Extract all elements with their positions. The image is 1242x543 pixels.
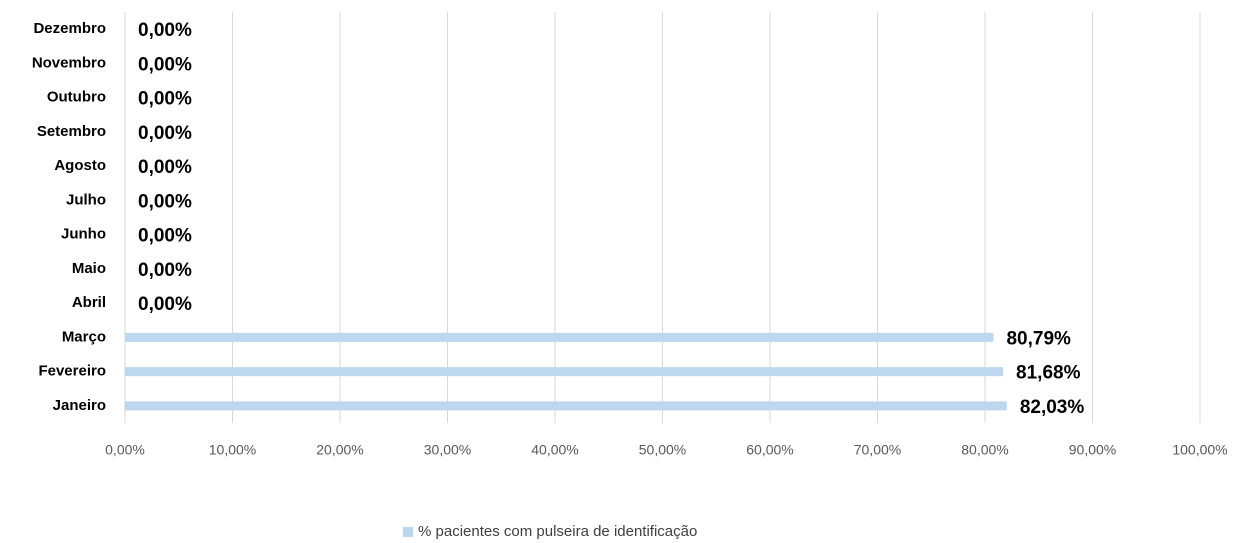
x-tick-label: 60,00% — [746, 442, 793, 458]
x-tick-label: 30,00% — [424, 442, 471, 458]
data-label: 0,00% — [138, 260, 192, 281]
data-label: 0,00% — [138, 191, 192, 212]
data-label: 0,00% — [138, 226, 192, 247]
x-tick-label: 90,00% — [1069, 442, 1116, 458]
x-tick-label: 0,00% — [105, 442, 145, 458]
x-tick-label: 100,00% — [1172, 442, 1227, 458]
bar — [125, 332, 994, 342]
y-tick-label: Maio — [72, 260, 106, 277]
data-label: 0,00% — [138, 157, 192, 178]
y-tick-label: Fevereiro — [38, 363, 106, 380]
y-tick-label: Abril — [72, 294, 106, 311]
y-tick-label: Setembro — [37, 123, 106, 140]
data-label: 82,03% — [1020, 397, 1085, 418]
x-tick-label: 70,00% — [854, 442, 901, 458]
data-label: 0,00% — [138, 294, 192, 315]
data-label: 0,00% — [138, 20, 192, 41]
legend-label: % pacientes com pulseira de identificaçã… — [418, 523, 697, 540]
x-tick-label: 50,00% — [639, 442, 686, 458]
y-tick-label: Março — [62, 328, 106, 345]
data-label: 0,00% — [138, 89, 192, 110]
x-tick-label: 40,00% — [531, 442, 578, 458]
x-tick-label: 80,00% — [961, 442, 1008, 458]
x-tick-label: 10,00% — [209, 442, 256, 458]
bar — [125, 401, 1007, 411]
x-tick-label: 20,00% — [316, 442, 363, 458]
y-tick-label: Dezembro — [33, 20, 106, 37]
data-label: 81,68% — [1016, 363, 1081, 384]
y-tick-label: Outubro — [47, 89, 106, 106]
y-tick-label: Janeiro — [53, 397, 106, 414]
legend-swatch — [403, 527, 413, 537]
y-tick-label: Julho — [66, 191, 106, 208]
y-tick-label: Agosto — [54, 157, 106, 174]
data-label: 0,00% — [138, 54, 192, 75]
bar — [125, 367, 1004, 377]
data-label: 0,00% — [138, 123, 192, 144]
data-label: 80,79% — [1006, 328, 1071, 349]
y-tick-label: Novembro — [32, 54, 106, 71]
y-tick-label: Junho — [61, 226, 106, 243]
